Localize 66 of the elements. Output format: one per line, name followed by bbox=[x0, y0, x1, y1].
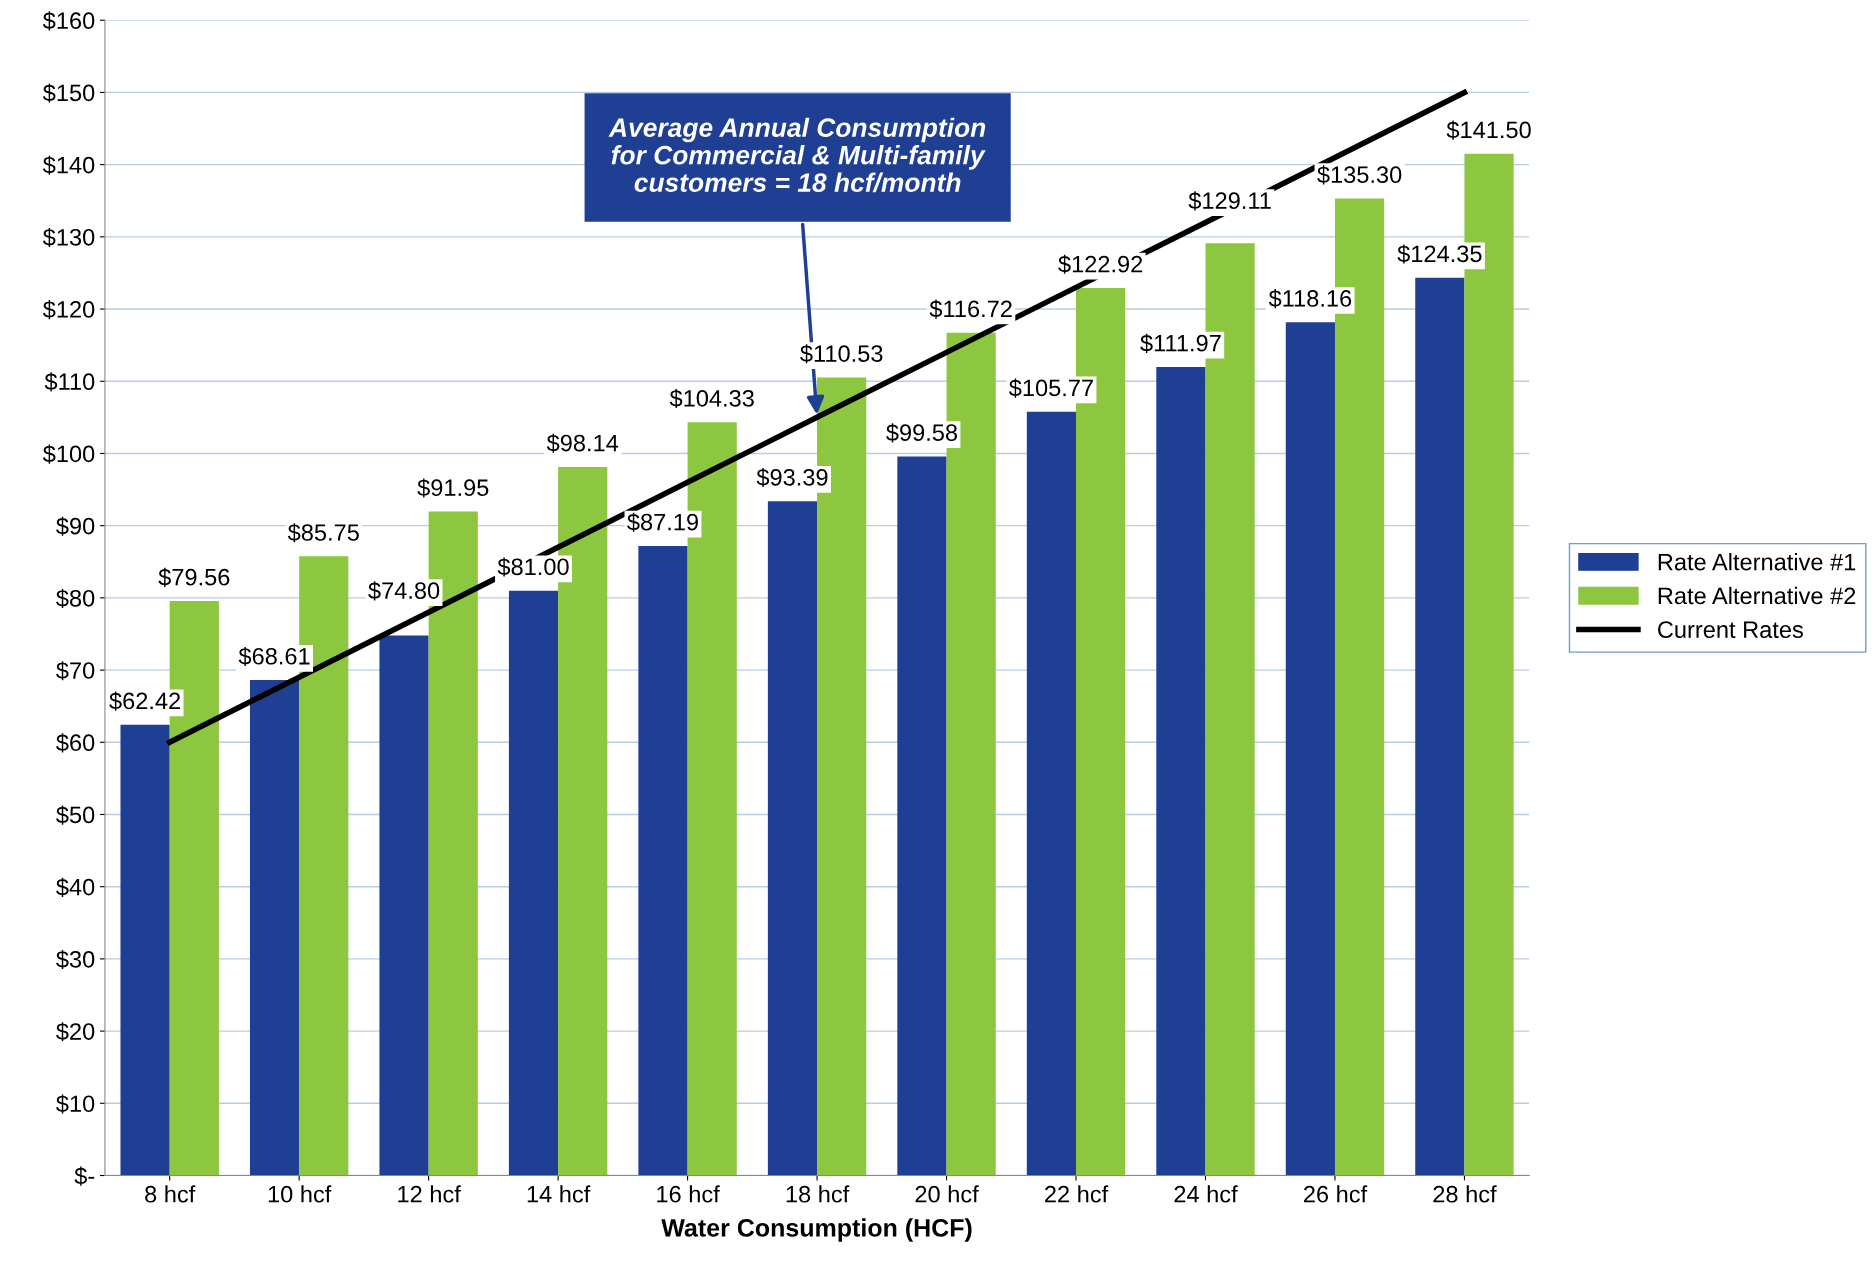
x-tick-label: 8 hcf bbox=[145, 1185, 196, 1203]
data-label: $79.56 bbox=[158, 567, 230, 587]
legend-label: Rate Alternative #2 bbox=[1658, 586, 1856, 605]
data-label: $110.53 bbox=[800, 344, 883, 364]
x-tick-label: 10 hcf bbox=[268, 1185, 332, 1203]
y-tick-label: $140 bbox=[42, 155, 95, 175]
y-tick-label: $- bbox=[74, 1166, 95, 1186]
x-tick-label: 28 hcf bbox=[1433, 1185, 1497, 1203]
x-tick-label: 18 hcf bbox=[786, 1185, 850, 1203]
y-tick-label: $160 bbox=[42, 11, 95, 31]
data-label: $141.50 bbox=[1446, 120, 1531, 140]
legend-label: Rate Alternative #1 bbox=[1658, 553, 1856, 571]
x-axis-title: Water Consumption (HCF) bbox=[661, 1218, 972, 1242]
y-tick-label: $120 bbox=[42, 300, 95, 320]
data-label: $98.14 bbox=[546, 433, 619, 453]
x-tick-label: 24 hcf bbox=[1174, 1185, 1238, 1203]
data-label: $105.77 bbox=[1009, 378, 1093, 398]
data-label: $93.39 bbox=[756, 467, 828, 488]
bar bbox=[638, 545, 688, 1176]
y-tick-label: $30 bbox=[56, 949, 95, 970]
data-label: $124.35 bbox=[1397, 244, 1482, 264]
y-tick-label: $60 bbox=[56, 733, 95, 753]
data-label: $62.42 bbox=[109, 691, 181, 711]
bar bbox=[1285, 322, 1335, 1176]
bar bbox=[120, 724, 170, 1176]
x-tick-label: 22 hcf bbox=[1045, 1185, 1109, 1203]
y-tick-label: $20 bbox=[56, 1022, 95, 1042]
data-label: $87.19 bbox=[627, 512, 698, 532]
data-label: $104.33 bbox=[669, 388, 754, 409]
legend-label: Current Rates bbox=[1658, 621, 1803, 639]
y-tick-label: $100 bbox=[42, 444, 95, 464]
y-tick-label: $150 bbox=[42, 83, 95, 103]
bar bbox=[249, 680, 300, 1176]
y-tick-label: $10 bbox=[56, 1094, 95, 1114]
data-label: $81.00 bbox=[497, 557, 569, 577]
data-label: $68.61 bbox=[238, 646, 310, 667]
x-tick-label: 14 hcf bbox=[527, 1185, 591, 1203]
data-label: $74.80 bbox=[368, 581, 440, 601]
bar bbox=[897, 456, 947, 1176]
y-tick-label: $80 bbox=[56, 588, 95, 609]
x-tick-label: 16 hcf bbox=[657, 1185, 720, 1203]
y-tick-label: $40 bbox=[56, 877, 95, 897]
y-tick-label: $50 bbox=[56, 805, 95, 825]
annotation: Average Annual Consumption for Commercial & Multi-family customers = 18 hcf/month bbox=[608, 117, 986, 193]
data-label: $135.30 bbox=[1317, 165, 1402, 185]
y-tick-label: $130 bbox=[42, 227, 95, 248]
data-label: $118.16 bbox=[1268, 289, 1352, 309]
y-tick-label: $70 bbox=[56, 661, 95, 681]
y-tick-label: $110 bbox=[44, 372, 95, 392]
data-label: $85.75 bbox=[287, 523, 359, 543]
x-tick-label: 20 hcf bbox=[915, 1185, 979, 1203]
x-tick-label: 26 hcf bbox=[1304, 1185, 1368, 1203]
data-label: $122.92 bbox=[1058, 254, 1143, 274]
bar bbox=[508, 590, 559, 1176]
bar bbox=[1156, 367, 1206, 1176]
data-label: $91.95 bbox=[417, 478, 489, 498]
data-label: $116.72 bbox=[929, 299, 1012, 319]
bar bbox=[1415, 277, 1465, 1176]
y-tick-label: $90 bbox=[56, 516, 95, 536]
data-label: $99.58 bbox=[886, 423, 958, 443]
bar bbox=[1026, 411, 1077, 1176]
bar bbox=[379, 635, 429, 1176]
x-tick-label: 12 hcf bbox=[398, 1185, 461, 1203]
data-label: $111.97 bbox=[1140, 333, 1221, 353]
bar bbox=[767, 501, 818, 1176]
data-label: $129.11 bbox=[1188, 191, 1271, 211]
